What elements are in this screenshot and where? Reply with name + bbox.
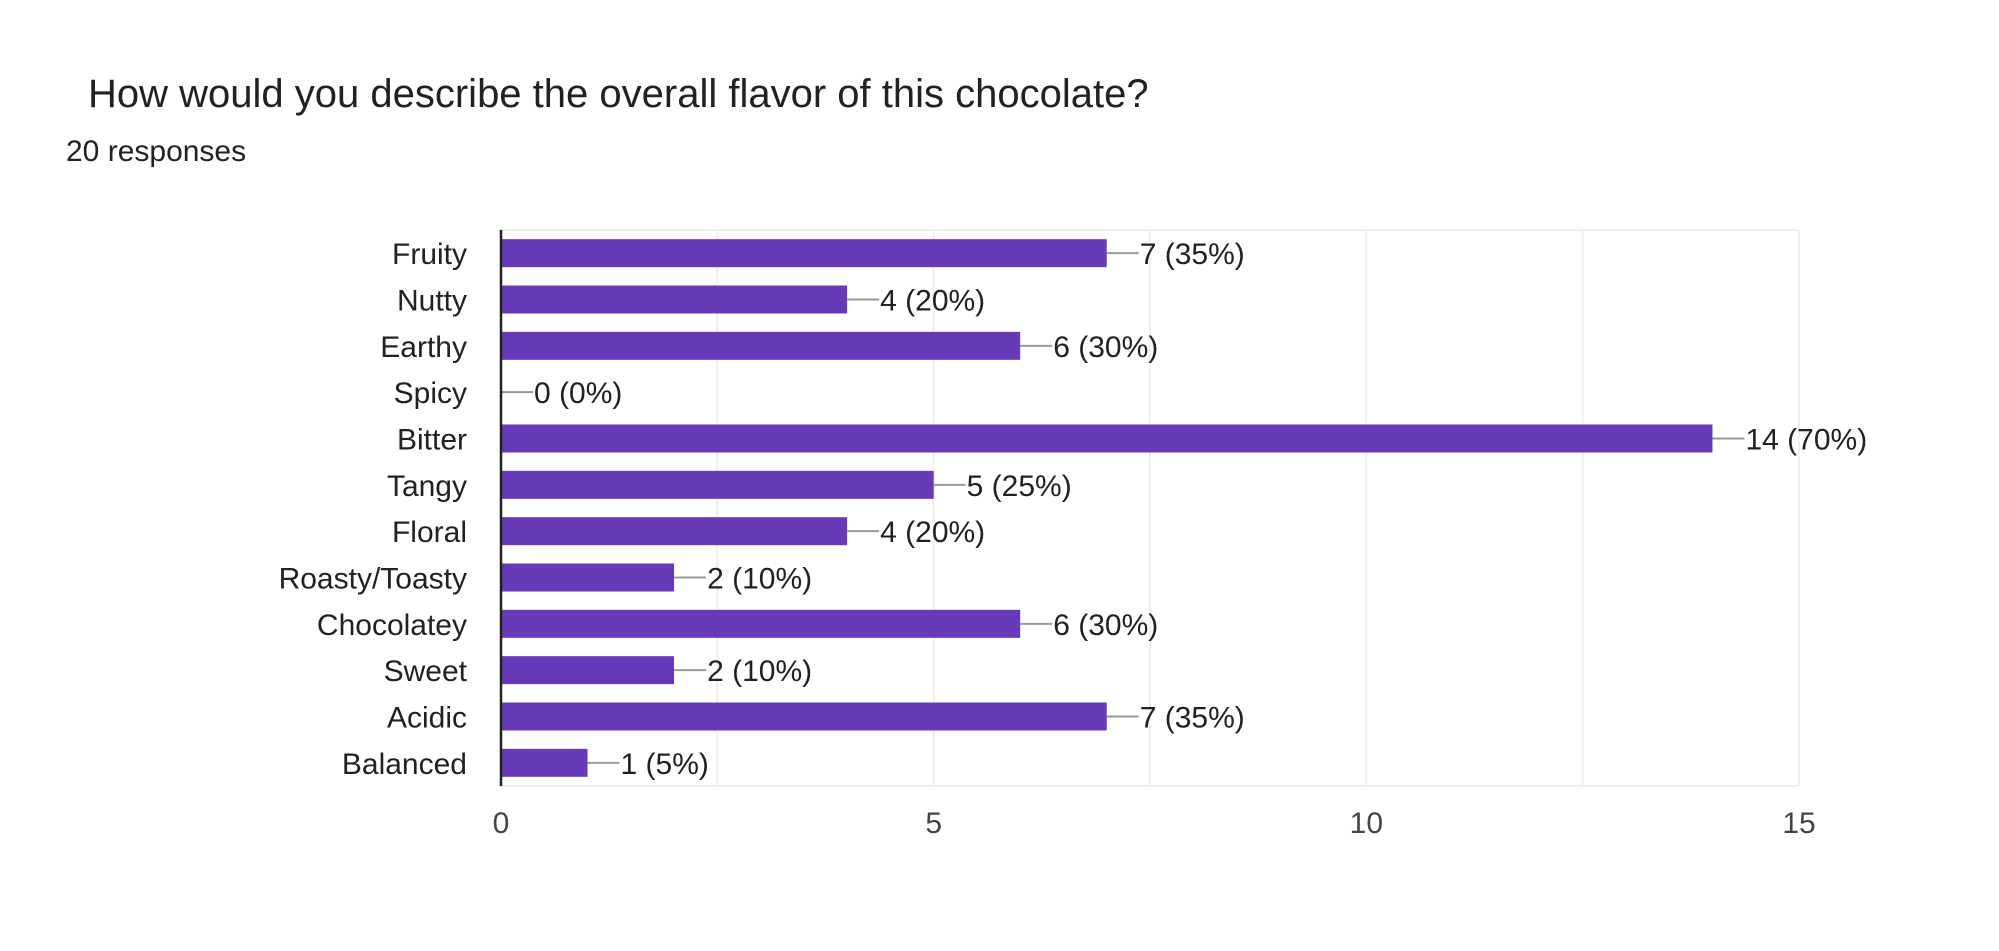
category-label: Roasty/Toasty [279,563,467,596]
bar-balanced [501,748,588,777]
bar-fruity [501,239,1107,268]
question-title: How would you describe the overall flavo… [88,72,1149,116]
category-label: Nutty [397,285,467,318]
data-label: 6 (30%) [1053,331,1158,364]
data-label: 14 (70%) [1745,424,1867,457]
data-label: 6 (30%) [1053,609,1158,642]
x-tick-label: 10 [1350,807,1383,840]
category-label: Tangy [387,470,467,503]
data-label: 0 (0%) [534,377,622,410]
data-label: 4 (20%) [880,516,985,549]
response-count: 20 responses [66,135,247,168]
bar-sweet [501,656,675,685]
category-label: Spicy [394,377,467,410]
category-label: Acidic [387,702,467,735]
bar-floral [501,517,848,546]
category-label: Fruity [392,238,467,271]
data-label: 2 (10%) [707,563,812,596]
category-label: Bitter [397,424,467,457]
bar-nutty [501,285,848,314]
category-label: Sweet [384,655,468,688]
data-label: 2 (10%) [707,655,812,688]
bar-chocolatey [501,609,1021,638]
category-label: Floral [392,516,467,549]
data-label: 1 (5%) [621,748,709,781]
x-tick-label: 0 [493,807,510,840]
bar-tangy [501,470,934,499]
category-label: Balanced [342,748,467,781]
bar-acidic [501,702,1107,731]
x-tick-label: 15 [1782,807,1815,840]
data-label: 5 (25%) [967,470,1072,503]
data-label: 4 (20%) [880,285,985,318]
bar-earthy [501,331,1021,360]
data-label: 7 (35%) [1140,238,1245,271]
x-tick-label: 5 [925,807,942,840]
bar-bitter [501,424,1713,453]
category-label: Earthy [380,331,467,364]
data-label: 7 (35%) [1140,702,1245,735]
bar-roasty-toasty [501,563,675,592]
category-label: Chocolatey [317,609,467,642]
